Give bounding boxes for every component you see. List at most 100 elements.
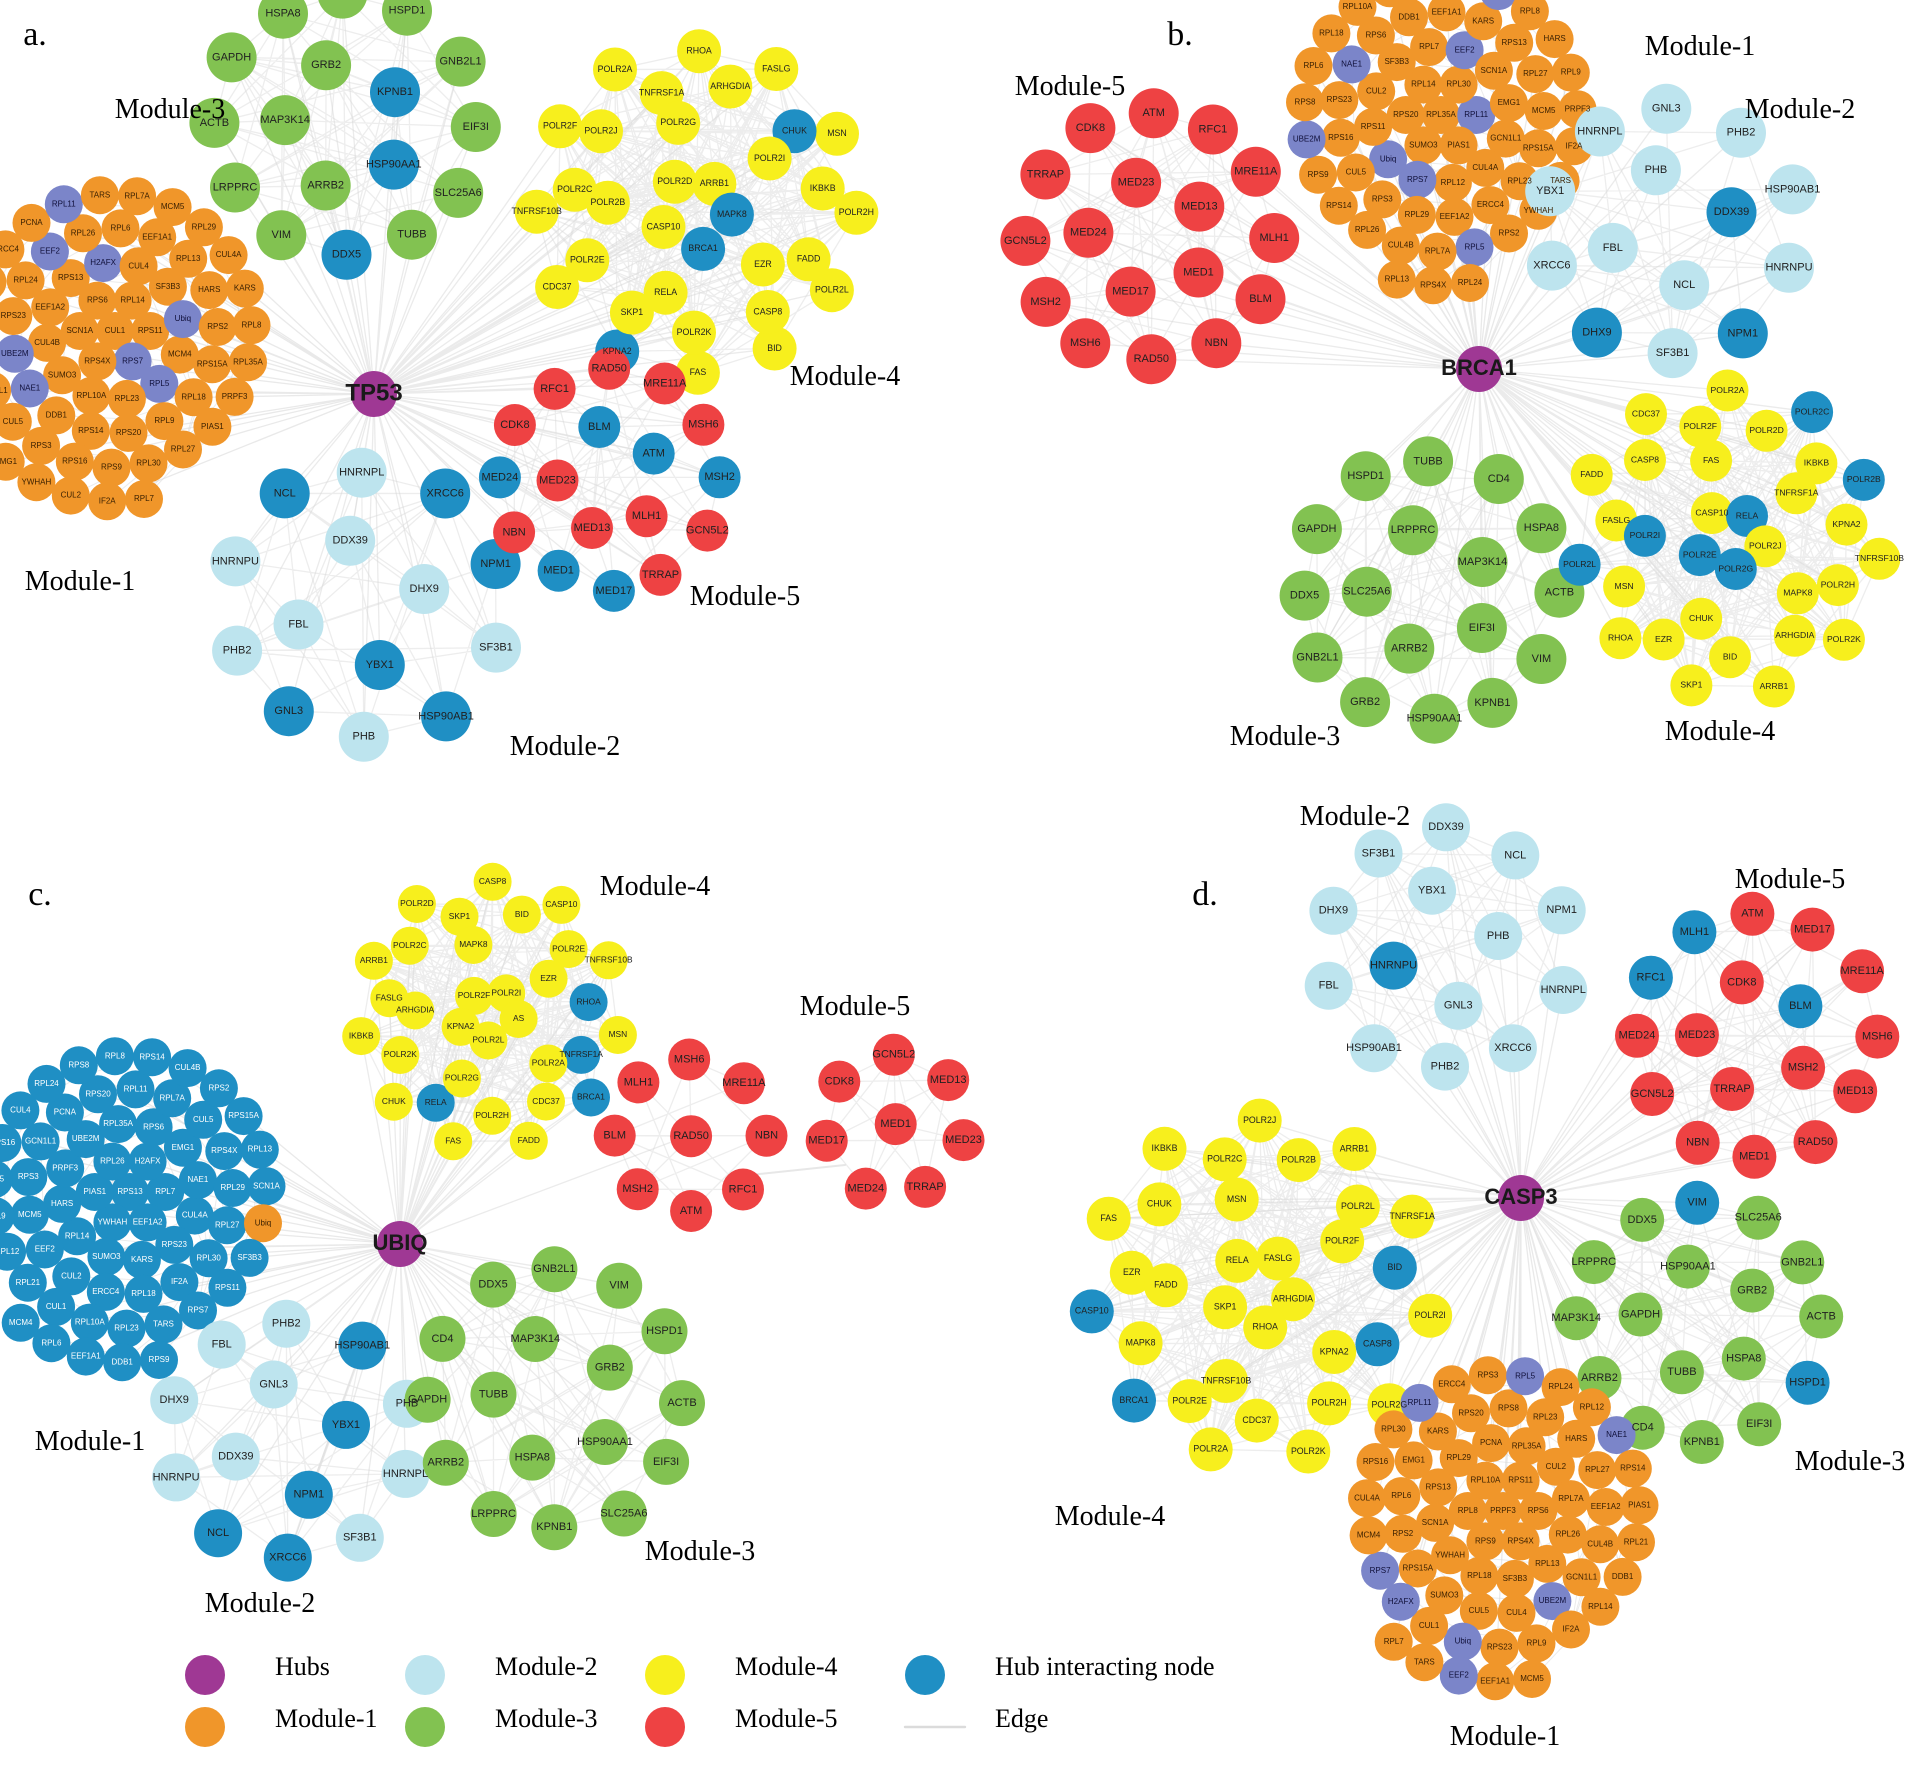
- svg-text:EZR: EZR: [754, 259, 772, 269]
- svg-text:YBX1: YBX1: [366, 659, 394, 671]
- svg-text:MED1: MED1: [1739, 1151, 1770, 1163]
- svg-text:POLR2A: POLR2A: [1193, 1444, 1228, 1454]
- svg-text:CASP10: CASP10: [647, 221, 681, 231]
- svg-text:IKBKB: IKBKB: [810, 183, 836, 193]
- svg-text:RPS15A: RPS15A: [197, 359, 228, 368]
- svg-text:KARS: KARS: [1427, 1427, 1449, 1436]
- svg-text:GNB2L1: GNB2L1: [533, 1263, 575, 1275]
- svg-text:CUL4B: CUL4B: [175, 1063, 201, 1072]
- svg-text:HSPA8: HSPA8: [515, 1452, 550, 1464]
- svg-text:MED1: MED1: [880, 1118, 911, 1130]
- svg-text:HSP90AB1: HSP90AB1: [334, 1340, 390, 1352]
- svg-text:Module-3: Module-3: [115, 94, 225, 125]
- svg-text:RPS3: RPS3: [18, 1172, 39, 1181]
- svg-text:NCL: NCL: [207, 1527, 229, 1539]
- svg-text:RPL18: RPL18: [181, 392, 206, 401]
- svg-text:RPS8: RPS8: [68, 1060, 89, 1069]
- svg-text:POLR2J: POLR2J: [1243, 1115, 1276, 1125]
- svg-text:RPL10A: RPL10A: [75, 1318, 105, 1327]
- svg-text:LRPPRC: LRPPRC: [213, 181, 258, 193]
- svg-text:CDK8: CDK8: [825, 1076, 854, 1088]
- svg-text:POLR2B: POLR2B: [1847, 474, 1881, 484]
- svg-text:RPS2: RPS2: [1499, 229, 1520, 238]
- svg-text:RELA: RELA: [1226, 1255, 1249, 1265]
- svg-text:PHB2: PHB2: [272, 1318, 301, 1330]
- svg-text:YWHAH: YWHAH: [1524, 206, 1554, 215]
- svg-text:CUL5: CUL5: [1469, 1606, 1490, 1615]
- svg-text:HNRNPL: HNRNPL: [1577, 125, 1622, 137]
- svg-text:CUL4B: CUL4B: [34, 338, 60, 347]
- svg-text:RPS13: RPS13: [58, 273, 84, 282]
- svg-text:POLR2E: POLR2E: [1172, 1395, 1207, 1405]
- svg-text:GRB2: GRB2: [311, 59, 341, 71]
- svg-text:Module-1: Module-1: [1645, 31, 1755, 62]
- svg-text:SF3B1: SF3B1: [1656, 347, 1690, 359]
- svg-text:RPL24: RPL24: [34, 1079, 59, 1088]
- svg-text:MAPK8: MAPK8: [1783, 588, 1812, 598]
- svg-text:YWHAH: YWHAH: [1435, 1550, 1465, 1559]
- svg-text:RPS6: RPS6: [143, 1122, 164, 1131]
- svg-text:RPL8: RPL8: [1520, 6, 1541, 15]
- svg-text:CHUK: CHUK: [1689, 613, 1714, 623]
- svg-text:CUL1: CUL1: [105, 326, 126, 335]
- svg-text:RPS16: RPS16: [62, 457, 88, 466]
- svg-text:HSP90AA1: HSP90AA1: [1660, 1261, 1716, 1273]
- svg-text:EMG1: EMG1: [172, 1143, 195, 1152]
- svg-text:Module-5: Module-5: [1735, 864, 1845, 895]
- svg-text:POLR2B: POLR2B: [1281, 1154, 1316, 1164]
- svg-text:GNL3: GNL3: [259, 1378, 288, 1390]
- svg-text:RPS13: RPS13: [117, 1187, 143, 1196]
- svg-text:CUL4B: CUL4B: [1587, 1539, 1613, 1548]
- svg-text:RAD50: RAD50: [591, 363, 626, 375]
- svg-text:TUBB: TUBB: [479, 1389, 508, 1401]
- svg-text:RPL24: RPL24: [1458, 278, 1483, 287]
- svg-text:RHOA: RHOA: [1252, 1322, 1278, 1332]
- svg-text:RPS15A: RPS15A: [1402, 1564, 1433, 1573]
- svg-text:RPL5: RPL5: [1464, 243, 1485, 252]
- svg-text:RPS7: RPS7: [1370, 1566, 1391, 1575]
- svg-text:CUL2: CUL2: [61, 491, 82, 500]
- svg-text:CUL4: CUL4: [128, 261, 149, 270]
- svg-text:FADD: FADD: [518, 1135, 540, 1145]
- svg-text:NCL: NCL: [1673, 279, 1695, 291]
- svg-text:EEF1A2: EEF1A2: [1440, 212, 1470, 221]
- svg-text:RPS23: RPS23: [1327, 95, 1353, 104]
- svg-text:HARS: HARS: [1565, 1434, 1587, 1443]
- svg-text:MSH2: MSH2: [622, 1183, 653, 1195]
- svg-text:UBE2M: UBE2M: [1293, 135, 1321, 144]
- svg-text:RPL9: RPL9: [0, 1212, 6, 1221]
- svg-text:PCNA: PCNA: [1480, 1438, 1503, 1447]
- svg-text:GNL3: GNL3: [1444, 1000, 1473, 1012]
- svg-text:RPL11: RPL11: [1408, 1398, 1432, 1407]
- svg-text:MSH6: MSH6: [688, 419, 719, 431]
- svg-text:RPS2: RPS2: [208, 1083, 229, 1092]
- svg-text:CUL4B: CUL4B: [1388, 241, 1414, 250]
- svg-text:MED17: MED17: [1112, 286, 1149, 298]
- svg-text:XRCC6: XRCC6: [269, 1552, 306, 1564]
- svg-text:HNRNPU: HNRNPU: [212, 555, 259, 567]
- svg-text:PRPF3: PRPF3: [222, 392, 248, 401]
- svg-text:NCL: NCL: [1504, 849, 1526, 861]
- svg-text:KARS: KARS: [131, 1255, 153, 1264]
- svg-text:RPL27: RPL27: [215, 1220, 240, 1229]
- svg-text:TP53: TP53: [345, 379, 402, 406]
- svg-text:CUL4: CUL4: [1506, 1608, 1527, 1617]
- svg-text:MAPK8: MAPK8: [717, 209, 747, 219]
- svg-text:ACTB: ACTB: [667, 1397, 696, 1409]
- svg-text:RFC1: RFC1: [1199, 123, 1228, 135]
- svg-text:UBE2M: UBE2M: [1539, 1596, 1567, 1605]
- svg-text:KPNA2: KPNA2: [1832, 519, 1860, 529]
- svg-text:RPL5: RPL5: [149, 379, 170, 388]
- svg-text:RPS6: RPS6: [1365, 31, 1386, 40]
- svg-text:SF3B3: SF3B3: [156, 282, 181, 291]
- svg-text:Module-1: Module-1: [25, 566, 135, 597]
- svg-text:PHB: PHB: [1645, 164, 1668, 176]
- svg-text:RPL6: RPL6: [110, 224, 131, 233]
- svg-text:DDB1: DDB1: [112, 1357, 134, 1366]
- svg-text:Module-1: Module-1: [1450, 1721, 1560, 1752]
- svg-text:DDX39: DDX39: [218, 1451, 253, 1463]
- svg-text:YWHAH: YWHAH: [98, 1218, 128, 1227]
- svg-text:PCNA: PCNA: [20, 218, 43, 227]
- svg-text:POLR2A: POLR2A: [532, 1058, 565, 1068]
- svg-text:GCN1L1: GCN1L1: [1566, 1572, 1598, 1581]
